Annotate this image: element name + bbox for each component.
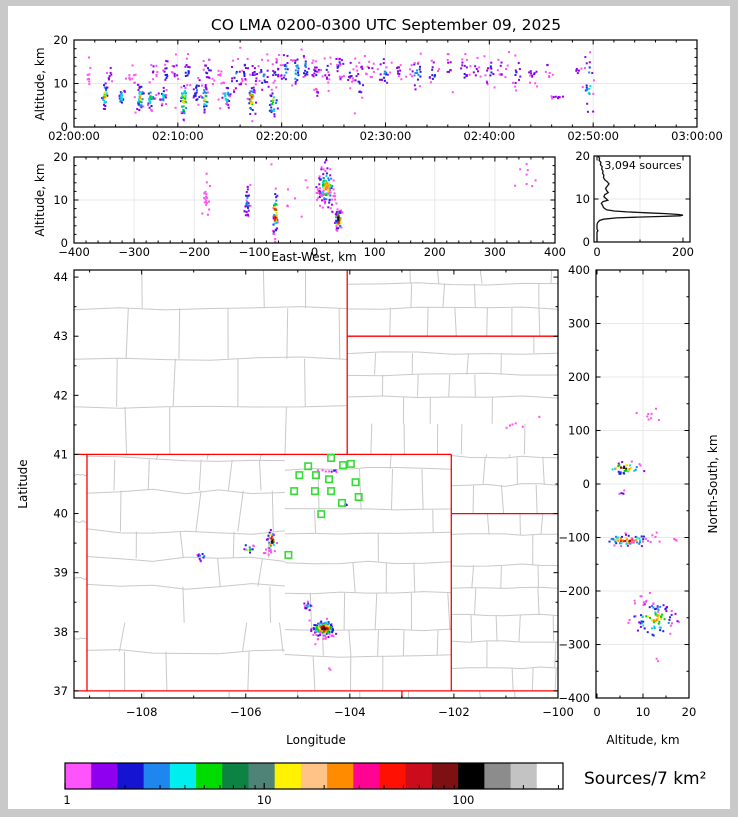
svg-text:38: 38 [53,625,68,639]
source-count-annotation: 3,094 sources [604,159,682,172]
svg-text:02:40:00: 02:40:00 [464,129,516,143]
svg-text:20: 20 [53,33,68,47]
svg-text:10: 10 [575,192,590,206]
svg-text:−102: −102 [438,705,470,719]
svg-text:−200: −200 [558,584,590,598]
svg-text:0: 0 [583,235,590,249]
svg-text:0: 0 [61,120,68,134]
ew-height-points [201,159,537,243]
svg-text:−400: −400 [558,691,590,705]
svg-text:20: 20 [53,150,68,164]
plot-title: CO LMA 0200-0300 UTC September 09, 2025 [211,16,561,34]
colorbar-label: Sources/7 km² [584,769,706,789]
map-xlabel: Longitude [286,733,346,747]
svg-text:02:30:00: 02:30:00 [360,129,412,143]
svg-text:−100: −100 [542,705,574,719]
time-height-points [86,46,596,123]
svg-text:300: 300 [568,317,590,331]
time-height-panel: 02:00:00 02:10:00 02:20:00 02:30:00 02:40:00… [48,33,723,143]
map-source-points [196,415,541,671]
svg-text:−100: −100 [558,531,590,545]
svg-text:02:50:00: 02:50:00 [567,129,619,143]
svg-text:400: 400 [544,245,566,259]
svg-text:0: 0 [583,477,590,491]
svg-text:−104: −104 [334,705,366,719]
time-panel-ylabel: Altitude, km [33,47,47,120]
svg-text:−106: −106 [230,705,262,719]
svg-text:−300: −300 [118,245,150,259]
ns-height-panel: 0 10 20 400 300 200 100 0 −100 −200 −300 −400 [558,263,696,719]
svg-text:39: 39 [53,566,68,580]
state-borders [74,270,558,698]
svg-text:−200: −200 [178,245,210,259]
svg-text:200: 200 [424,245,446,259]
svg-text:300: 300 [484,245,506,259]
svg-text:200: 200 [568,370,590,384]
ns-height-points [608,407,680,663]
svg-text:−300: −300 [558,638,590,652]
svg-text:41: 41 [53,447,68,461]
svg-text:200: 200 [672,245,694,259]
ew-panel-ylabel: Altitude, km [33,163,47,236]
map-ylabel: Latitude [16,459,30,508]
svg-text:20: 20 [682,705,697,719]
svg-text:1: 1 [63,793,70,807]
svg-text:37: 37 [53,684,68,698]
svg-text:−100: −100 [239,245,271,259]
county-borders [74,270,558,698]
svg-text:43: 43 [53,329,68,343]
ns-panel-xlabel: Altitude, km [606,733,679,747]
svg-text:0: 0 [311,245,318,259]
svg-text:−108: −108 [126,705,158,719]
svg-text:10: 10 [53,193,68,207]
svg-text:0: 0 [61,236,68,250]
svg-text:0: 0 [593,245,600,259]
svg-text:10: 10 [53,77,68,91]
svg-text:42: 42 [53,388,68,402]
ns-panel-ylabel: North-South, km [706,434,720,533]
svg-text:0: 0 [593,705,600,719]
svg-text:44: 44 [53,270,68,284]
svg-text:400: 400 [568,263,590,277]
svg-text:02:10:00: 02:10:00 [152,129,204,143]
altitude-histogram-curve [596,156,684,242]
svg-text:02:20:00: 02:20:00 [256,129,308,143]
colorbar: 1 10 100 [63,762,564,807]
altitude-histogram-panel: 0 200 0 10 20 [575,149,694,259]
lma-station-markers [284,453,363,559]
map-panel: −108 −106 −104 −102 −100 37 38 39 40 41 42 43 44 [53,269,574,719]
map-content [74,270,558,698]
svg-text:10: 10 [257,793,272,807]
svg-text:20: 20 [575,149,590,163]
ew-height-panel: −400 −300 −200 −100 0 100 200 300 400 0 10 20 [53,150,566,259]
svg-text:02:00:00: 02:00:00 [48,129,100,143]
svg-text:10: 10 [636,705,651,719]
svg-text:100: 100 [452,793,474,807]
ew-panel-xlabel: East-West, km [271,250,357,264]
svg-text:−400: −400 [58,245,90,259]
svg-text:03:00:00: 03:00:00 [671,129,723,143]
svg-text:100: 100 [568,424,590,438]
svg-text:100: 100 [364,245,386,259]
svg-text:40: 40 [53,507,68,521]
